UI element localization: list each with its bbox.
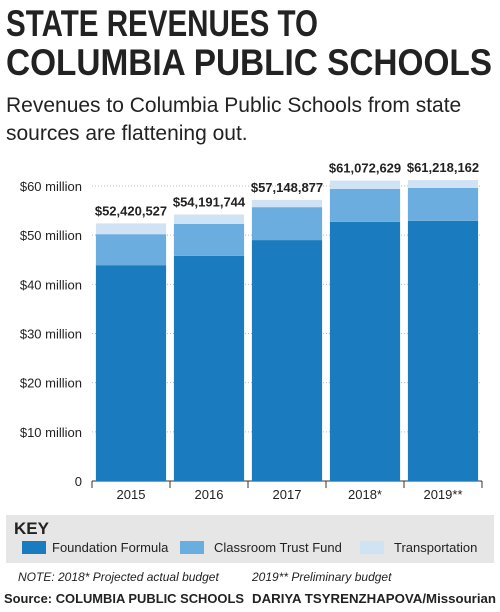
credit: DARIYA TSYRENZHAPOVA/Missourian bbox=[252, 591, 496, 606]
legend-label: Foundation Formula bbox=[52, 540, 169, 555]
bar-segment bbox=[251, 200, 323, 208]
y-tick-label: 0 bbox=[75, 474, 82, 489]
y-tick-label: $30 million bbox=[20, 327, 82, 342]
legend-swatch bbox=[22, 541, 46, 554]
bar-segment bbox=[251, 240, 323, 481]
bar-segment bbox=[329, 221, 401, 481]
chart-title: COLUMBIA PUBLIC SCHOOLS bbox=[6, 42, 492, 83]
legend-title: KEY bbox=[14, 519, 50, 538]
legend-swatch bbox=[180, 541, 204, 554]
bar-segment bbox=[329, 180, 401, 189]
total-label: $52,420,527 bbox=[95, 203, 167, 218]
legend-swatch bbox=[360, 541, 384, 554]
x-tick-label: 2018* bbox=[348, 487, 382, 502]
subtitle: Revenues to Columbia Public Schools from… bbox=[6, 94, 461, 117]
subtitle: sources are flattening out. bbox=[6, 122, 248, 145]
y-tick-label: $50 million bbox=[20, 228, 82, 243]
x-tick-label: 2019** bbox=[423, 487, 462, 502]
bar-segment bbox=[329, 188, 401, 222]
bar-segment bbox=[95, 234, 167, 266]
x-tick-label: 2015 bbox=[117, 487, 146, 502]
bar-segment bbox=[407, 220, 479, 482]
total-label: $61,218,162 bbox=[407, 160, 479, 175]
x-tick-label: 2017 bbox=[273, 487, 302, 502]
legend-label: Transportation bbox=[394, 540, 477, 555]
bar-segment bbox=[251, 207, 323, 241]
bar-segment bbox=[173, 223, 245, 256]
y-tick-label: $10 million bbox=[20, 425, 82, 440]
bar-segment bbox=[95, 265, 167, 481]
y-tick-label: $40 million bbox=[20, 277, 82, 292]
legend-box bbox=[6, 515, 494, 563]
note: NOTE: 2018* Projected actual budget bbox=[18, 570, 219, 584]
bar-segment bbox=[95, 223, 167, 235]
y-tick-label: $20 million bbox=[20, 376, 82, 391]
total-label: $57,148,877 bbox=[251, 180, 323, 195]
legend-label: Classroom Trust Fund bbox=[214, 540, 342, 555]
bar-segment bbox=[407, 180, 479, 188]
y-tick-label: $60 million bbox=[20, 179, 82, 194]
total-label: $54,191,744 bbox=[173, 195, 246, 210]
total-label: $61,072,629 bbox=[329, 161, 401, 176]
bar-segment bbox=[173, 255, 245, 481]
chart-title: STATE REVENUES TO bbox=[6, 3, 318, 44]
bar-segment bbox=[173, 214, 245, 224]
source: Source: COLUMBIA PUBLIC SCHOOLS bbox=[4, 591, 244, 606]
x-tick-label: 2016 bbox=[195, 487, 224, 502]
bar-segment bbox=[407, 187, 479, 221]
note: 2019** Preliminary budget bbox=[251, 570, 392, 584]
